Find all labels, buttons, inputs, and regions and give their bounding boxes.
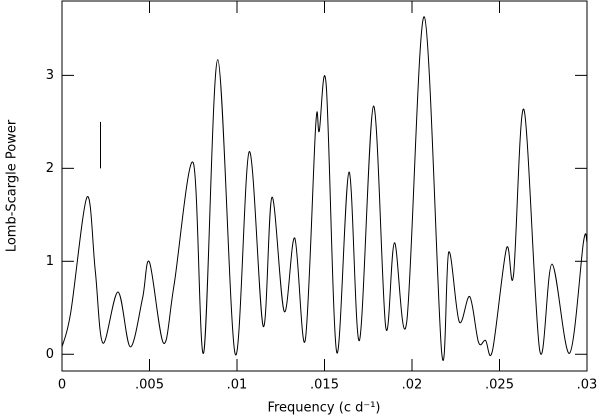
- y-tick-label: 0: [46, 347, 54, 362]
- power-curve: [61, 16, 588, 361]
- x-tick-label: .03: [577, 378, 598, 393]
- y-axis-label: Lomb-Scargle Power: [5, 119, 20, 252]
- x-axis-label: Frequency (c d⁻¹): [267, 401, 380, 416]
- y-tick-label: 1: [46, 254, 54, 269]
- x-tick-label: .01: [227, 378, 248, 393]
- y-tick-label: 3: [46, 68, 54, 83]
- plot-frame: [61, 0, 588, 372]
- x-tick-label: .015: [310, 378, 339, 393]
- x-tick-label: .02: [402, 378, 423, 393]
- x-tick-label: .025: [485, 378, 514, 393]
- x-tick-label: 0: [58, 378, 66, 393]
- x-tick-label: .005: [135, 378, 164, 393]
- y-tick-label: 2: [46, 161, 54, 176]
